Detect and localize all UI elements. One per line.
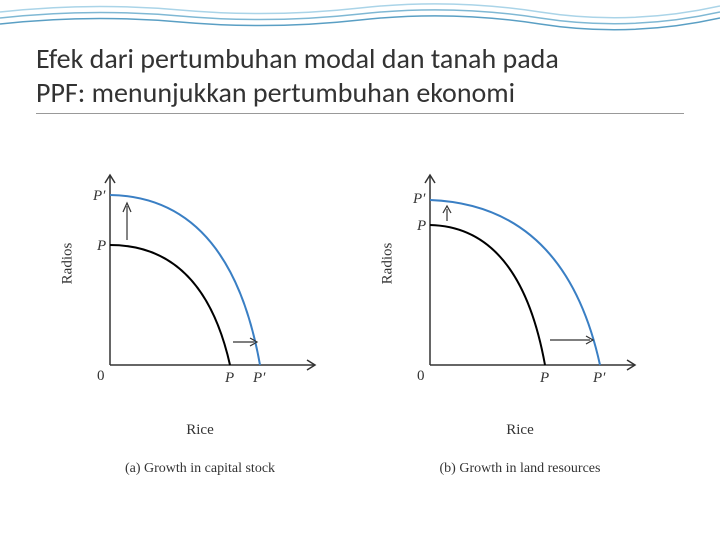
ppf-original (110, 245, 230, 365)
wave-path-2 (0, 10, 720, 24)
y-tick-pprime: P′ (412, 191, 426, 207)
ppf-original (430, 225, 545, 365)
origin-label: 0 (97, 368, 105, 384)
x-tick-pprime: P′ (252, 370, 266, 386)
caption-a: (a) Growth in capital stock (55, 461, 345, 477)
wave-decoration (0, 0, 720, 40)
chart-panel-a: P P′ P P′ 0 Radios Rice (a) Growth in ca… (55, 145, 345, 485)
x-tick-p: P (539, 370, 549, 386)
x-axis-label-a: Rice (55, 422, 345, 439)
wave-path-1 (0, 4, 720, 18)
y-tick-p: P (96, 238, 106, 254)
y-axis-label-a: Radios (59, 243, 76, 285)
ppf-shifted (110, 195, 260, 365)
charts-container: P P′ P P′ 0 Radios Rice (a) Growth in ca… (55, 145, 665, 485)
x-tick-p: P (224, 370, 234, 386)
title-line-2: PPF: menunjukkan pertumbuhan ekonomi (36, 76, 684, 110)
slide-title: Efek dari pertumbuhan modal dan tanah pa… (36, 42, 684, 114)
x-tick-pprime: P′ (592, 370, 606, 386)
title-line-1: Efek dari pertumbuhan modal dan tanah pa… (36, 42, 684, 76)
y-tick-pprime: P′ (92, 188, 106, 204)
chart-a-svg: P P′ P P′ 0 (55, 145, 345, 415)
y-axis-label-b: Radios (379, 243, 396, 285)
chart-b-svg: P P′ P P′ 0 (375, 145, 665, 415)
origin-label: 0 (417, 368, 425, 384)
title-underline (36, 113, 684, 114)
caption-b: (b) Growth in land resources (375, 461, 665, 477)
y-tick-p: P (416, 218, 426, 234)
chart-panel-b: P P′ P P′ 0 Radios Rice (b) Growth in la… (375, 145, 665, 485)
x-axis-label-b: Rice (375, 422, 665, 439)
